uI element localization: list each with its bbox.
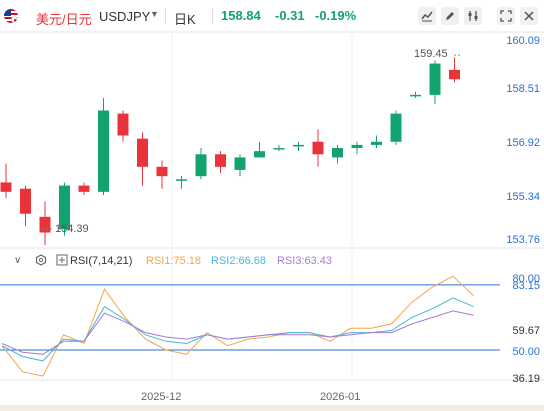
candle-body — [117, 113, 129, 136]
close-icon[interactable] — [520, 7, 538, 25]
candle-body — [137, 138, 148, 167]
candle-body — [273, 148, 285, 150]
candle-body — [0, 182, 12, 192]
candle-body — [39, 216, 51, 233]
x-axis-label: 2026-01 — [320, 391, 361, 403]
x-axis-label: 2025-12 — [141, 391, 182, 403]
divider — [212, 8, 213, 24]
price-axis-label: 153.76 — [506, 234, 540, 246]
rsi1-line — [1, 275, 474, 377]
candle-body — [254, 151, 265, 158]
candle-body — [234, 157, 246, 170]
candle-body — [195, 154, 207, 177]
current-price: 158.84 — [221, 8, 261, 23]
period-selector[interactable]: 日K — [174, 12, 196, 27]
indicator-name: RSI(7,14,21) — [70, 255, 133, 267]
chart-line-icon[interactable] — [418, 7, 436, 25]
candle-body — [98, 110, 109, 192]
edit-pen-icon[interactable] — [441, 7, 459, 25]
candle-body — [449, 69, 460, 80]
rsi-axis-label: 59.67 — [512, 325, 540, 337]
rsi-axis-label: 36.19 — [512, 373, 540, 385]
rsi2-line — [1, 297, 474, 362]
usdjpy-flag-icon — [4, 9, 18, 23]
rsi1-value: RSI1:75.18 — [146, 255, 202, 267]
pair-name: 美元/日元 — [36, 12, 92, 27]
rsi-axis-label: 80.00 — [512, 273, 540, 285]
candle-body — [371, 141, 382, 145]
settings-sliders-icon[interactable] — [464, 7, 482, 25]
rsi-axis-label: 83.15 — [512, 280, 540, 292]
candle-body — [20, 188, 31, 214]
rsi-axis-label: 50.00 — [512, 346, 540, 358]
add-indicator-icon[interactable] — [56, 254, 68, 269]
header-bar: 美元/日元 USDJPY ▼ 日K 158.84 -0.31 -0.19% — [0, 0, 544, 32]
price-axis-label: 158.51 — [506, 83, 540, 95]
candle-body — [293, 144, 304, 147]
candle-body — [390, 113, 402, 142]
candle-body — [59, 185, 70, 230]
candle-body — [351, 144, 363, 149]
settings-gear-icon[interactable] — [35, 254, 47, 269]
fullscreen-icon[interactable] — [497, 7, 515, 25]
price-axis-label: 155.34 — [506, 191, 540, 203]
candle-body — [156, 166, 168, 177]
collapse-chevron-icon[interactable]: ∨ — [14, 255, 22, 266]
price-change-pct: -0.19% — [315, 8, 357, 23]
rsi2-value: RSI2:66.68 — [211, 255, 267, 267]
rsi3-value: RSI3:63.43 — [277, 255, 333, 267]
low-annotation: 154.39 — [55, 223, 89, 235]
rsi3-line — [1, 310, 474, 355]
symbol-selector[interactable]: USDJPY — [99, 9, 151, 24]
candle-body — [410, 94, 421, 97]
high-annotation: 159.45 — [414, 48, 448, 60]
candle-body — [429, 63, 441, 95]
price-axis-label: 156.92 — [506, 137, 540, 149]
candle-body — [78, 185, 90, 192]
price-change: -0.31 — [275, 8, 305, 23]
candle-body — [176, 179, 187, 181]
divider — [165, 8, 166, 24]
symbol-dropdown-caret-icon[interactable]: ▼ — [150, 9, 159, 19]
candle-body — [312, 141, 324, 155]
price-axis-label: 160.09 — [506, 35, 540, 47]
candle-body — [215, 154, 226, 167]
candle-body — [332, 148, 343, 158]
